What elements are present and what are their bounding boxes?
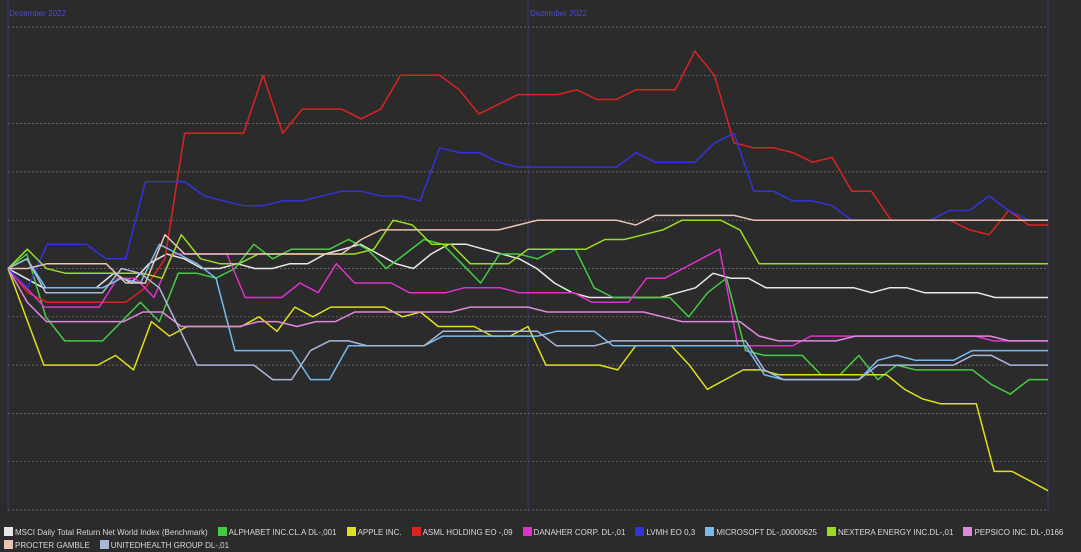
series-line-1 — [7, 238, 1048, 395]
legend-label: PROCTER GAMBLE — [15, 541, 90, 550]
legend-item[interactable]: DANAHER CORP. DL-,01 — [522, 526, 626, 539]
legend-swatch — [411, 527, 421, 536]
legend-swatch — [826, 527, 836, 536]
legend-swatch — [4, 540, 13, 549]
period-label-right: Dezember 2022 — [530, 9, 587, 18]
series-line-9 — [8, 214, 1048, 284]
legend-item[interactable]: PEPSICO INC. DL-,0166 — [963, 526, 1063, 539]
legend-label: UNITEDHEALTH GROUP DL-,01 — [110, 541, 230, 550]
legend-item[interactable]: ALPHABET INC.CL.A DL-,001 — [217, 526, 337, 539]
series-line-10 — [7, 258, 1048, 381]
legend-label: NEXTERA ENERGY INC.DL-,01 — [837, 528, 954, 537]
legend-swatch — [963, 527, 973, 536]
legend-label: PEPSICO INC. DL-,0166 — [974, 528, 1064, 537]
period-label-left: Dezember 2022 — [9, 9, 66, 18]
legend-label: APPLE INC. — [357, 528, 402, 537]
legend-item[interactable]: MSCI Daily Total Return Net World Index … — [4, 526, 208, 539]
legend-swatch — [705, 527, 715, 536]
series-line-3 — [7, 50, 1048, 304]
legend-swatch — [635, 527, 645, 536]
legend-swatch — [217, 527, 227, 536]
series-line-6 — [7, 243, 1048, 381]
legend-item[interactable]: UNITEDHEALTH GROUP DL-,01 — [99, 539, 230, 552]
legend-item[interactable]: NEXTERA ENERGY INC.DL-,01 — [826, 526, 954, 539]
legend-swatch — [4, 527, 13, 536]
legend-item[interactable]: ASML HOLDING EO -,09 — [411, 526, 513, 539]
line-chart — [7, 0, 1049, 511]
legend-label: LVMH EO 0,3 — [646, 528, 696, 537]
legend-label: MSCI Daily Total Return Net World Index … — [15, 528, 208, 537]
legend-item[interactable]: MICROSOFT DL-,00000625 — [705, 526, 817, 539]
legend-swatch — [99, 540, 109, 549]
legend-item[interactable]: APPLE INC. — [346, 526, 402, 539]
legend-item[interactable]: PROCTER GAMBLE — [4, 539, 90, 552]
legend-item[interactable]: LVMH EO 0,3 — [635, 526, 695, 539]
series-line-0 — [7, 243, 1048, 299]
series-line-8 — [7, 268, 1048, 342]
series-line-2 — [7, 268, 1049, 492]
legend-label: ALPHABET INC.CL.A DL-,001 — [228, 528, 337, 537]
legend-label: ASML HOLDING EO -,09 — [422, 528, 513, 537]
series-line-7 — [7, 219, 1048, 279]
chart-legend: MSCI Daily Total Return Net World Index … — [4, 526, 1074, 552]
legend-swatch — [346, 527, 356, 536]
legend-swatch — [522, 527, 532, 536]
legend-label: MICROSOFT DL-,00000625 — [716, 528, 817, 537]
legend-label: DANAHER CORP. DL-,01 — [533, 528, 626, 537]
